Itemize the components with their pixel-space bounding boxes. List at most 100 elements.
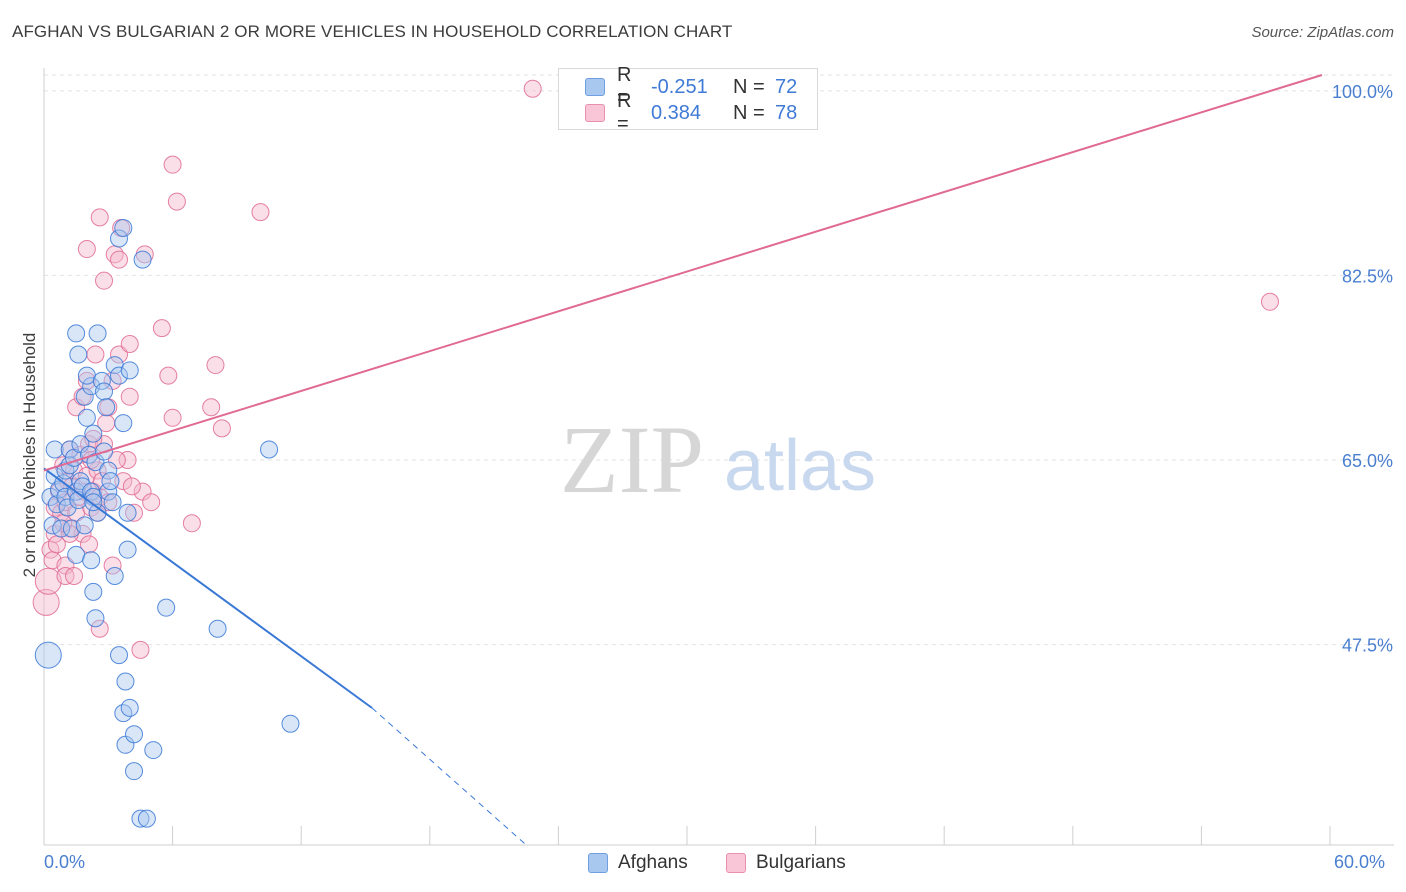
bulgarians-points	[32, 79, 1279, 659]
afghan-point	[67, 545, 86, 564]
watermark-atlas: atlas	[724, 426, 876, 506]
watermark: ZIP atlas	[560, 406, 876, 513]
y-tick-label: 82.5%	[1342, 266, 1393, 286]
legend-r-label: R =	[617, 90, 632, 135]
afghan-point	[34, 641, 62, 669]
bulgarian-point	[182, 514, 201, 533]
afghan-point	[77, 366, 96, 385]
bulgarians-trend-line	[43, 74, 1323, 472]
bulgarian-point	[86, 345, 105, 364]
bulgarian-point	[202, 398, 221, 417]
source-label: Source: ZipAtlas.com	[1251, 24, 1394, 41]
stats-legend: R = -0.251 N = 72 R = 0.384 N = 78	[558, 64, 818, 135]
bulgarian-point	[80, 535, 99, 554]
y-tick-labels: 47.5% 65.0% 82.5% 100.0%	[1332, 82, 1393, 656]
bulgarian-point	[523, 79, 542, 98]
afghan-point	[120, 361, 139, 380]
y-tick-label: 47.5%	[1342, 636, 1393, 656]
afghan-point	[118, 540, 137, 559]
bulgarian-point	[110, 250, 129, 269]
afghan-point	[137, 809, 156, 828]
afghan-point	[45, 440, 64, 459]
bulgarian-point	[212, 419, 231, 438]
afghans-points	[34, 218, 300, 828]
bulgarian-point	[167, 192, 186, 211]
afghan-point	[67, 324, 86, 343]
legend-n-value: 72	[775, 75, 798, 98]
watermark-zip: ZIP	[560, 406, 704, 513]
legend-r-value: 0.384	[651, 101, 702, 124]
legend-swatch-blue	[585, 78, 605, 96]
bulgarian-point	[206, 356, 225, 375]
bulgarian-point	[77, 240, 96, 259]
afghans-trend-extension	[371, 707, 527, 846]
afghan-point	[75, 516, 94, 535]
bulgarian-point	[142, 493, 161, 512]
bottom-legend-bulgarians: Bulgarians	[726, 852, 846, 874]
bulgarian-point	[125, 503, 144, 522]
afghan-point	[144, 741, 163, 760]
afghan-point	[101, 472, 120, 491]
bottom-legend-swatch-blue	[588, 853, 608, 873]
axes	[43, 68, 1394, 846]
legend-n-label: N =	[733, 101, 765, 124]
legend-swatch-pink	[585, 104, 605, 122]
bulgarian-point	[120, 387, 139, 406]
afghan-point	[60, 440, 79, 459]
afghan-point	[281, 714, 300, 733]
bulgarian-point	[90, 619, 109, 638]
legend-row-afghans: R = -0.251 N = 72	[585, 64, 798, 109]
bulgarian-point	[118, 451, 137, 469]
bulgarian-point	[1260, 292, 1279, 311]
y-tick-label: 65.0%	[1342, 451, 1393, 471]
afghan-point	[120, 698, 139, 717]
afghan-point	[69, 345, 88, 364]
bulgarian-point	[65, 567, 84, 586]
afghan-point	[105, 567, 124, 586]
afghan-point	[103, 493, 122, 512]
afghan-point	[114, 218, 133, 237]
afghan-point	[131, 809, 150, 828]
afghan-point	[110, 229, 129, 248]
afghan-point	[77, 408, 96, 427]
afghan-point	[110, 366, 129, 385]
bulgarian-point	[95, 271, 114, 290]
bulgarian-point	[152, 319, 171, 338]
afghan-point	[84, 424, 103, 443]
afghan-point	[125, 725, 144, 744]
afghan-point	[114, 414, 133, 433]
chart-title: AFGHAN VS BULGARIAN 2 OR MORE VEHICLES I…	[12, 22, 733, 41]
afghan-point	[95, 382, 114, 401]
afghan-point	[58, 498, 77, 517]
afghan-point	[208, 619, 227, 638]
afghan-point	[133, 250, 152, 269]
bottom-legend-swatch-pink	[726, 853, 746, 873]
afghan-point	[116, 672, 135, 691]
legend-r-label: R =	[617, 64, 632, 109]
afghan-point	[118, 503, 137, 522]
afghan-point	[73, 477, 92, 496]
afghan-point	[82, 551, 101, 570]
bottom-legend-label: Bulgarians	[756, 852, 846, 873]
afghan-point	[110, 646, 129, 665]
afghan-point	[97, 398, 116, 417]
legend-n-value: 78	[775, 101, 798, 124]
bulgarian-point	[34, 567, 62, 595]
afghan-point	[260, 440, 279, 459]
bulgarian-point	[122, 477, 141, 496]
trend-lines	[43, 74, 1323, 846]
afghans-trend-line	[43, 467, 373, 709]
bulgarian-point	[163, 155, 182, 174]
bottom-legend-label: Afghans	[618, 852, 688, 873]
afghan-point	[84, 582, 103, 601]
gridlines	[44, 74, 1394, 646]
bulgarian-point	[90, 208, 109, 227]
legend-n-label: N =	[733, 75, 765, 98]
afghan-point	[157, 598, 176, 617]
x-tick-label-min: 0.0%	[44, 852, 86, 872]
x-tick-label-max: 60.0%	[1334, 852, 1386, 872]
y-tick-label: 100.0%	[1332, 82, 1393, 102]
bulgarian-point	[251, 203, 270, 222]
bottom-legend-afghans: Afghans	[588, 852, 688, 874]
